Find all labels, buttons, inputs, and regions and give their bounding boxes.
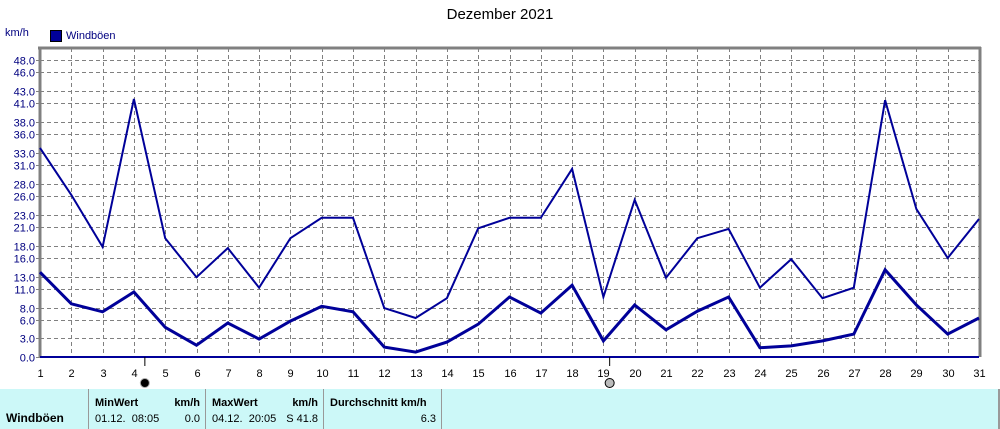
legend-swatch-icon	[50, 30, 62, 42]
svg-text:23: 23	[723, 368, 735, 380]
svg-text:6: 6	[194, 368, 200, 380]
svg-text:30: 30	[942, 368, 954, 380]
svg-text:8: 8	[256, 368, 262, 380]
max-unit: km/h	[292, 397, 318, 409]
svg-text:8.0: 8.0	[20, 304, 35, 316]
svg-text:41.0: 41.0	[14, 99, 35, 111]
svg-text:5: 5	[162, 368, 168, 380]
svg-text:0.0: 0.0	[20, 353, 35, 365]
svg-text:21: 21	[660, 368, 672, 380]
row-label: Windböen	[6, 411, 64, 425]
svg-text:25: 25	[785, 368, 797, 380]
svg-text:28.0: 28.0	[14, 180, 35, 192]
svg-text:31: 31	[973, 368, 985, 380]
svg-text:11.0: 11.0	[14, 285, 35, 297]
table-divider	[441, 389, 443, 429]
full-moon-icon	[604, 378, 615, 388]
avg-value: 6.3	[420, 413, 436, 425]
max-value: S 41.8	[286, 413, 318, 425]
svg-text:22: 22	[691, 368, 703, 380]
legend-label: Windböen	[66, 30, 116, 42]
svg-text:46.0: 46.0	[14, 68, 35, 80]
svg-text:4: 4	[131, 368, 137, 380]
svg-text:7: 7	[225, 368, 231, 380]
svg-text:9: 9	[287, 368, 293, 380]
svg-text:43.0: 43.0	[14, 87, 35, 99]
y-axis-unit: km/h	[5, 27, 29, 39]
chart-title: Dezember 2021	[446, 6, 554, 23]
svg-text:29: 29	[910, 368, 922, 380]
max-datetime: 04.12. 20:05	[212, 413, 277, 425]
svg-text:3.0: 3.0	[20, 334, 35, 346]
svg-text:13.0: 13.0	[14, 273, 35, 285]
svg-text:38.0: 38.0	[14, 118, 35, 130]
max-cell: MaxWert km/h 04.12. 20:05 S 41.8	[205, 389, 324, 429]
svg-text:23.0: 23.0	[14, 211, 35, 223]
svg-text:31.0: 31.0	[14, 161, 35, 173]
svg-text:28: 28	[879, 368, 891, 380]
svg-text:26: 26	[817, 368, 829, 380]
min-value: 0.0	[184, 413, 200, 425]
moon-phase-icons	[139, 357, 615, 388]
svg-text:13: 13	[410, 368, 422, 380]
svg-text:12: 12	[378, 368, 390, 380]
svg-text:2: 2	[68, 368, 74, 380]
svg-text:33.0: 33.0	[14, 149, 35, 161]
legend: Windböen	[50, 30, 116, 42]
svg-text:11: 11	[348, 368, 359, 380]
svg-text:26.0: 26.0	[14, 192, 35, 204]
svg-text:16: 16	[504, 368, 516, 380]
svg-text:15: 15	[472, 368, 484, 380]
svg-text:1: 1	[37, 368, 43, 380]
svg-text:24: 24	[754, 368, 766, 380]
svg-text:10: 10	[316, 368, 328, 380]
min-unit: km/h	[174, 397, 200, 409]
new-moon-icon	[139, 378, 150, 388]
line-chart: 0.0 3.0 6.08.0 11.013.0 16.018.0 21.023.0 26.0…	[14, 46, 986, 388]
svg-text:16.0: 16.0	[14, 254, 35, 266]
svg-text:27: 27	[848, 368, 860, 380]
min-cell: MinWert km/h 01.12. 08:05 0.0	[88, 389, 206, 429]
axes: 0.0 3.0 6.08.0 11.013.0 16.018.0 21.023.0 26.0…	[14, 46, 986, 380]
svg-text:6.0: 6.0	[20, 316, 35, 328]
svg-text:48.0: 48.0	[14, 56, 35, 68]
max-header: MaxWert	[212, 397, 258, 409]
avg-cell: Durchschnitt km/h 6.3	[323, 389, 442, 429]
svg-text:21.0: 21.0	[14, 223, 35, 235]
svg-text:14: 14	[441, 368, 453, 380]
stats-table: Windböen MinWert km/h 01.12. 08:05 0.0 M…	[0, 389, 1000, 429]
svg-text:20: 20	[629, 368, 641, 380]
grid	[40, 48, 979, 357]
svg-text:18.0: 18.0	[14, 242, 35, 254]
svg-text:17: 17	[535, 368, 547, 380]
avg-header: Durchschnitt km/h	[330, 397, 427, 409]
svg-text:36.0: 36.0	[14, 130, 35, 142]
min-header: MinWert	[95, 397, 139, 409]
svg-text:19: 19	[597, 368, 609, 380]
series	[38, 98, 980, 358]
svg-text:18: 18	[566, 368, 578, 380]
svg-text:3: 3	[100, 368, 106, 380]
min-datetime: 01.12. 08:05	[95, 413, 160, 425]
